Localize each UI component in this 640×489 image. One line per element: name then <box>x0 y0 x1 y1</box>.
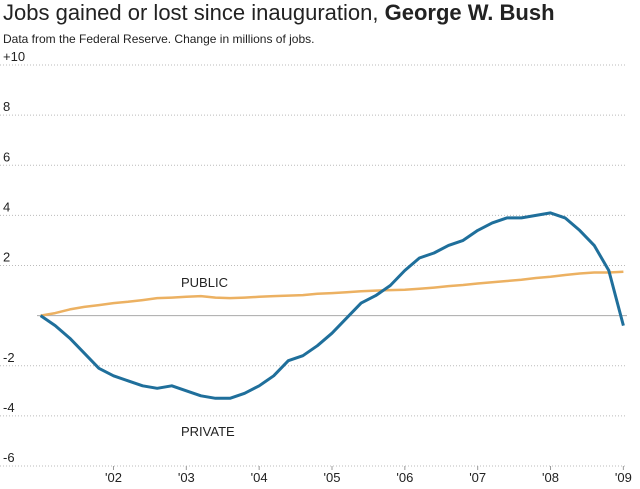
x-tick-label: '04 <box>251 470 268 485</box>
chart-subtitle: Data from the Federal Reserve. Change in… <box>3 32 314 46</box>
x-tick-label: '07 <box>469 470 486 485</box>
y-tick-label: 6 <box>3 149 10 164</box>
y-tick-label: -2 <box>3 350 15 365</box>
y-tick-label: 8 <box>3 99 10 114</box>
series-line <box>39 211 625 400</box>
x-tick-label: '03 <box>178 470 195 485</box>
title-bold: George W. Bush <box>385 0 555 25</box>
chart-title: Jobs gained or lost since inauguration, … <box>3 0 555 25</box>
y-tick-label: 4 <box>3 199 10 214</box>
series-label: PUBLIC <box>181 275 228 290</box>
series-label: PRIVATE <box>181 424 235 439</box>
y-tick-label: -6 <box>3 450 15 465</box>
y-tick-label: -4 <box>3 400 15 415</box>
series-line <box>40 270 624 317</box>
x-tick-label: '05 <box>324 470 341 485</box>
x-tick-label: '08 <box>542 470 559 485</box>
title-text: Jobs gained or lost since inauguration, <box>3 0 378 25</box>
y-tick-label: 2 <box>3 250 10 265</box>
y-tick-label: +10 <box>3 49 25 64</box>
x-tick-label: '06 <box>396 470 413 485</box>
x-tick-label: '09 <box>615 470 632 485</box>
x-tick-label: '02 <box>105 470 122 485</box>
